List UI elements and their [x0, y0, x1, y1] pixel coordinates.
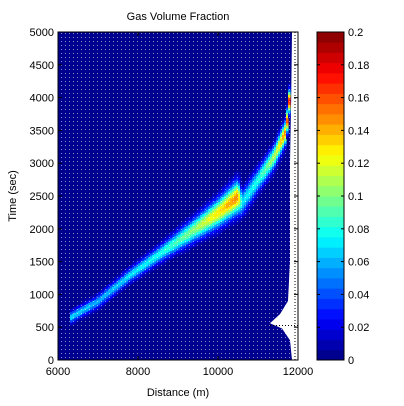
colorbar-tick-label: 0.04	[348, 289, 369, 301]
colorbar-band	[317, 42, 344, 53]
y-ticks: 0 500 1000 1500 2000 2500 3000 3500 4000 4500 5000	[30, 27, 298, 367]
colorbar-band	[317, 165, 344, 176]
chart-title: Gas Volume Fraction	[127, 11, 230, 23]
colorbar-tick-label: 0.02	[348, 322, 369, 334]
colorbar-band	[317, 114, 344, 125]
colorbar-band	[317, 155, 344, 166]
colorbar-band	[317, 247, 344, 258]
x-ticks: 6000 8000 10000 12000	[46, 32, 314, 378]
y-axis-label: Time (sec)	[7, 170, 19, 222]
colorbar-tick-label: 0.08	[348, 224, 369, 236]
colorbar-band	[317, 73, 344, 84]
colorbar-band	[317, 298, 344, 310]
y-tick-label: 0	[48, 355, 54, 367]
colorbar-band	[317, 62, 344, 74]
colorbar-band	[317, 288, 344, 299]
y-tick-label: 500	[36, 322, 54, 334]
colorbar-tick-label: 0.18	[348, 60, 369, 72]
colorbar: 0 0.02 0.04 0.06 0.08 0.1 0.12 0.14 0.16 0.18 0.2	[316, 27, 369, 367]
y-tick-label: 3500	[30, 125, 54, 137]
colorbar-band	[317, 308, 344, 320]
colorbar-bands	[317, 32, 344, 361]
colorbar-band	[317, 349, 344, 361]
x-axis-label: Distance (m)	[147, 387, 209, 399]
colorbar-band	[317, 134, 344, 146]
colorbar-tick-label: 0.14	[348, 125, 369, 137]
y-tick-label: 5000	[30, 27, 54, 39]
colorbar-band	[317, 267, 344, 279]
colorbar-band	[317, 196, 344, 207]
x-tick-label: 12000	[283, 366, 314, 378]
colorbar-band	[317, 32, 344, 43]
colorbar-tick-label: 0.1	[348, 191, 363, 203]
colorbar-band	[317, 319, 344, 330]
colorbar-band	[317, 257, 344, 269]
y-tick-label: 3000	[30, 158, 54, 170]
y-tick-label: 2500	[30, 191, 54, 203]
colorbar-tick-label: 0.2	[348, 27, 363, 39]
colorbar-band	[317, 329, 344, 340]
colorbar-band	[317, 216, 344, 228]
y-tick-label: 1000	[30, 289, 54, 301]
colorbar-band	[317, 83, 344, 94]
x-tick-label: 8000	[126, 366, 150, 378]
colorbar-band	[317, 206, 344, 217]
colorbar-tick-label: 0.12	[348, 158, 369, 170]
y-tick-label: 4000	[30, 93, 54, 105]
colorbar-band	[317, 124, 344, 135]
colorbar-band	[317, 103, 344, 115]
x-tick-label: 10000	[203, 366, 234, 378]
plot-area: 6000 8000 10000 12000 0 500 1000 1500 2000 2500 3…	[30, 27, 314, 378]
colorbar-band	[317, 52, 344, 64]
colorbar-band	[317, 339, 344, 351]
colorbar-band	[317, 144, 344, 156]
colorbar-band	[317, 185, 344, 197]
colorbar-band	[317, 175, 344, 187]
colorbar-band	[317, 278, 344, 289]
colorbar-tick-label: 0.06	[348, 257, 369, 269]
colorbar-tick-label: 0	[348, 355, 354, 367]
y-tick-label: 4500	[30, 60, 54, 72]
colorbar-band	[317, 237, 344, 248]
colorbar-band	[317, 226, 344, 238]
reference-lines	[270, 32, 298, 360]
colorbar-ticks: 0 0.02 0.04 0.06 0.08 0.1 0.12 0.14 0.16 0.18 0.2	[317, 27, 369, 367]
measurement-dot-grid	[58, 32, 294, 360]
y-tick-label: 1500	[30, 257, 54, 269]
colorbar-tick-label: 0.16	[348, 93, 369, 105]
x-tick-label: 6000	[46, 366, 70, 378]
y-tick-label: 2000	[30, 224, 54, 236]
colorbar-band	[317, 93, 344, 105]
